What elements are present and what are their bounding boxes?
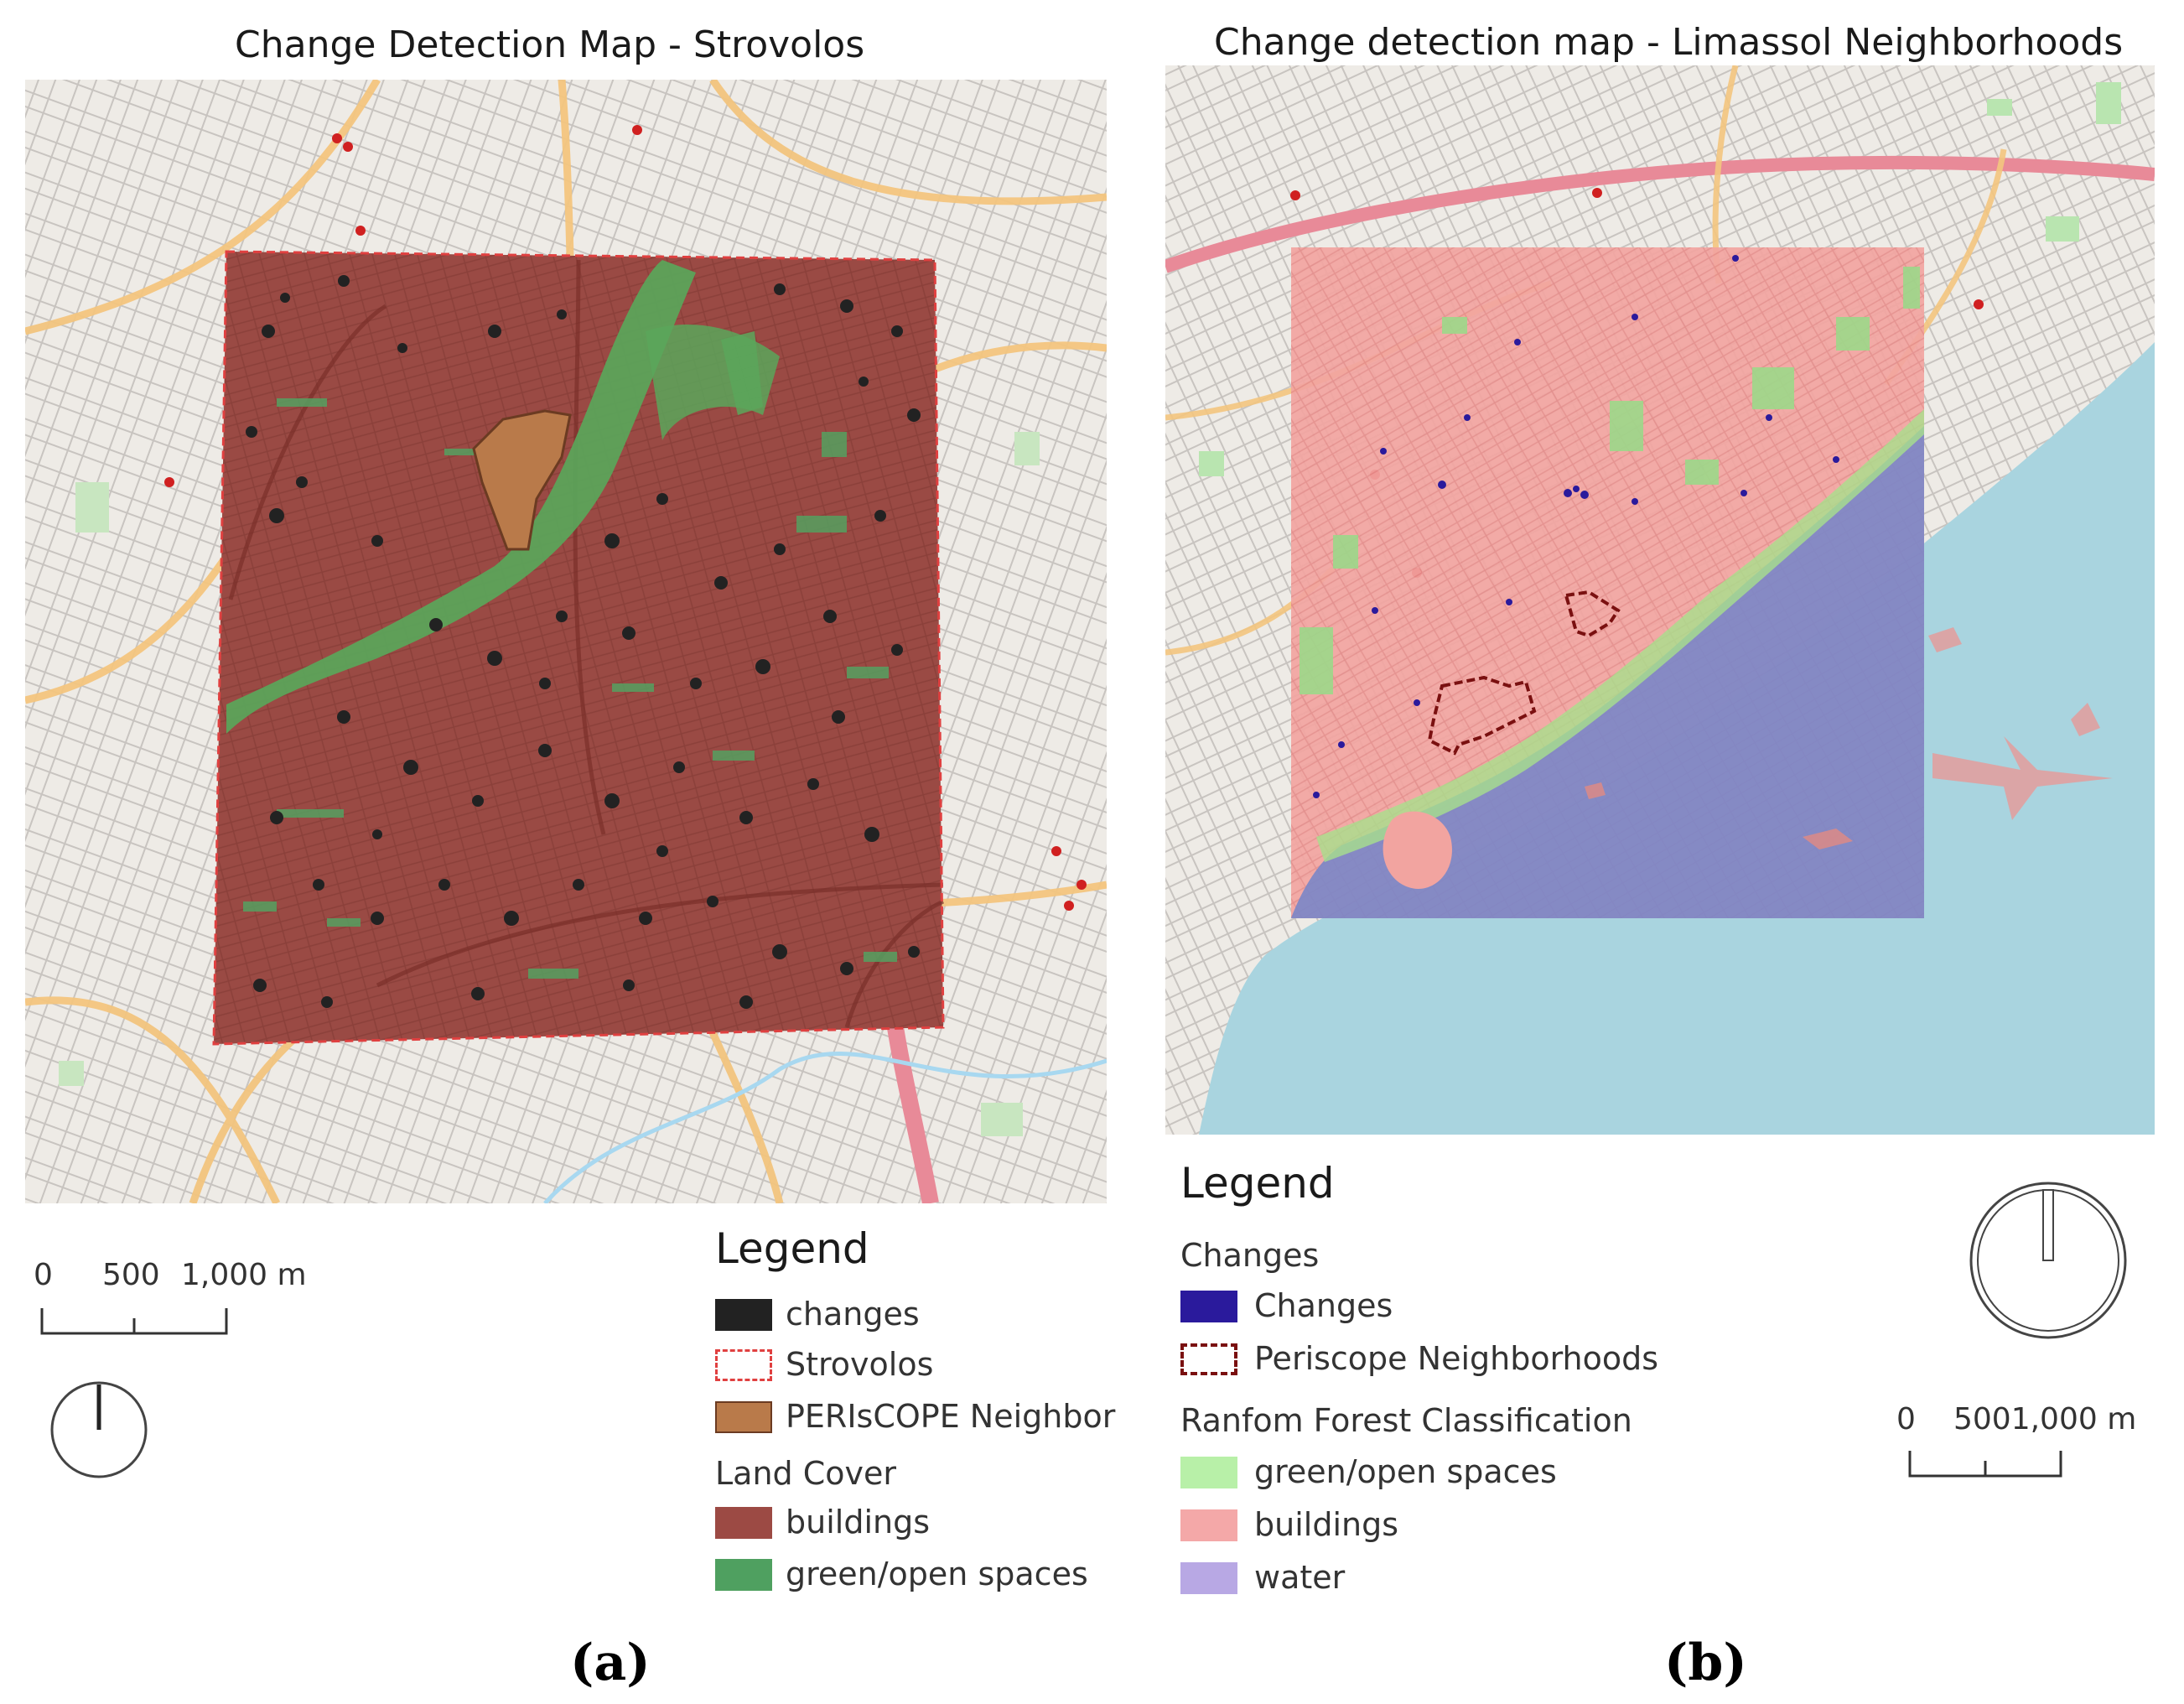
swatch-periscope-b <box>1180 1343 1237 1375</box>
legend-b-item-water: water <box>1180 1559 1767 1601</box>
map-b-title: Change detection map - Limassol Neighbor… <box>1214 21 2124 64</box>
motorway-b <box>1165 155 2155 273</box>
map-b-svg <box>1165 65 2155 1135</box>
parks-a <box>59 432 1040 1136</box>
scale-a-bar <box>40 1308 228 1335</box>
legend-a-group-land-cover: Land Cover <box>715 1455 897 1492</box>
map-a-svg <box>25 80 1107 1203</box>
offshore-b <box>1928 627 2113 820</box>
swatch-buildings-a <box>715 1507 772 1539</box>
parks-b <box>1199 82 2121 476</box>
swatch-buildings-b <box>1180 1509 1237 1541</box>
legend-b-group-changes: Changes <box>1180 1237 1320 1274</box>
map-a-frame[interactable] <box>25 80 1107 1203</box>
legend-b-label-buildings: buildings <box>1254 1506 1399 1543</box>
scale-b-label-0: 0 <box>1896 1402 1916 1436</box>
legend-a-title: Legend <box>715 1224 869 1273</box>
legend-a-item-green: green/open spaces <box>715 1556 1218 1598</box>
scale-b-label-1000: 5001,000 m <box>1953 1402 2137 1436</box>
poi-a <box>164 125 1087 911</box>
scale-b-bar <box>1908 1451 2062 1478</box>
periscope-neighbourhood-a <box>472 409 572 551</box>
legend-a-label-buildings: buildings <box>786 1504 931 1540</box>
scale-bar-b: 0 5001,000 m <box>1896 1402 2148 1494</box>
swatch-periscope <box>715 1401 772 1433</box>
swatch-changes <box>715 1299 772 1331</box>
legend-a-label-changes: changes <box>786 1296 920 1333</box>
river-a <box>543 1051 1107 1203</box>
swatch-changes-b <box>1180 1291 1237 1322</box>
north-arrow-b-icon <box>1966 1178 2130 1343</box>
swatch-green-a <box>715 1559 772 1591</box>
legend-b-item-changes: Changes <box>1180 1287 1767 1329</box>
strovolos-study-area <box>212 250 945 1046</box>
legend-b-title: Legend <box>1180 1159 1335 1208</box>
panel-a-label: (a) <box>570 1634 651 1692</box>
swatch-green-b <box>1180 1457 1237 1488</box>
scale-a-label-0: 0 <box>34 1258 53 1292</box>
legend-b-item-periscope: Periscope Neighborhoods <box>1180 1340 1767 1382</box>
legend-a-item-periscope: PERIsCOPE Neighbor <box>715 1398 1218 1440</box>
north-arrow-icon <box>49 1379 149 1480</box>
legend-b-item-green: green/open spaces <box>1180 1453 1767 1495</box>
legend-b-group-rf: Ranfom Forest Classification <box>1180 1402 1632 1439</box>
swatch-strovolos <box>715 1349 772 1381</box>
scale-a-label-1000: 1,000 m <box>181 1258 307 1292</box>
limassol-study-area <box>1291 247 1924 918</box>
changes-a <box>246 275 921 1009</box>
legend-b-label-green: green/open spaces <box>1254 1453 1557 1490</box>
map-a-title: Change Detection Map - Strovolos <box>235 23 865 66</box>
swatch-water-b <box>1180 1562 1237 1594</box>
scale-bar-a: 0 500 1,000 m <box>34 1258 335 1350</box>
changes-b <box>1313 255 1839 798</box>
legend-a-item-changes: changes <box>715 1296 1218 1338</box>
legend-a-label-strovolos: Strovolos <box>786 1346 934 1383</box>
legend-a-label-periscope: PERIsCOPE Neighbor <box>786 1398 1116 1435</box>
legend-a-label-green: green/open spaces <box>786 1556 1088 1592</box>
panel-b-label: (b) <box>1664 1634 1747 1692</box>
legend-b-label-changes: Changes <box>1254 1287 1393 1324</box>
map-b-frame[interactable] <box>1165 65 2155 1135</box>
legend-b-item-buildings: buildings <box>1180 1506 1767 1548</box>
legend-a-item-strovolos: Strovolos <box>715 1346 1218 1388</box>
legend-b-label-periscope: Periscope Neighborhoods <box>1254 1340 1659 1377</box>
legend-b-label-water: water <box>1254 1559 1346 1596</box>
legend-a-item-buildings: buildings <box>715 1504 1218 1546</box>
scale-a-label-500: 500 <box>102 1258 160 1292</box>
